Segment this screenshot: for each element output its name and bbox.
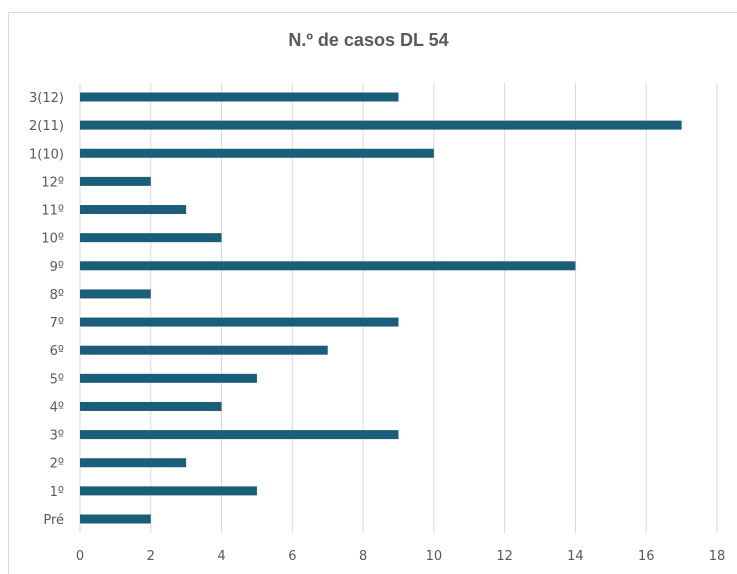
y-category-label: 2º bbox=[50, 457, 64, 472]
y-category-label: 9º bbox=[50, 260, 64, 275]
bar bbox=[80, 317, 399, 327]
bar bbox=[80, 458, 187, 468]
bar bbox=[80, 261, 576, 271]
x-tick-label: 12 bbox=[496, 549, 513, 564]
x-tick-label: 2 bbox=[147, 549, 155, 564]
y-category-label: 5º bbox=[50, 372, 64, 387]
x-tick-label: 16 bbox=[638, 549, 655, 564]
y-category-label: 12º bbox=[41, 175, 64, 190]
chart-title: N.º de casos DL 54 bbox=[288, 30, 449, 50]
x-tick-label: 10 bbox=[426, 549, 443, 564]
y-category-label: 2(11) bbox=[29, 119, 64, 134]
bar bbox=[80, 92, 399, 102]
y-category-label: 7º bbox=[50, 316, 64, 331]
bar bbox=[80, 430, 399, 440]
x-tick-label: 4 bbox=[217, 549, 225, 564]
y-category-label: 11º bbox=[41, 204, 64, 219]
x-tick-label: 18 bbox=[709, 549, 726, 564]
bar bbox=[80, 148, 434, 158]
bar bbox=[80, 120, 682, 130]
y-category-label: 1(10) bbox=[29, 147, 64, 162]
x-tick-label: 8 bbox=[359, 549, 367, 564]
x-tick-label: 0 bbox=[76, 549, 84, 564]
y-category-label: 1º bbox=[50, 485, 64, 500]
bar bbox=[80, 345, 328, 355]
bar bbox=[80, 205, 187, 215]
bar bbox=[80, 486, 257, 496]
y-category-label: 8º bbox=[50, 288, 64, 303]
x-tick-label: 14 bbox=[567, 549, 584, 564]
y-category-label: 10º bbox=[41, 232, 64, 247]
y-category-label: 6º bbox=[50, 344, 64, 359]
y-category-label: 3º bbox=[50, 429, 64, 444]
bar bbox=[80, 514, 151, 524]
bar bbox=[80, 289, 151, 299]
bar bbox=[80, 401, 222, 411]
x-tick-label: 6 bbox=[288, 549, 296, 564]
y-category-label: Pré bbox=[43, 513, 64, 528]
bar bbox=[80, 233, 222, 243]
bar bbox=[80, 373, 257, 383]
bar bbox=[80, 176, 151, 186]
y-category-label: 4º bbox=[50, 400, 64, 415]
y-category-label: 3(12) bbox=[29, 91, 64, 106]
